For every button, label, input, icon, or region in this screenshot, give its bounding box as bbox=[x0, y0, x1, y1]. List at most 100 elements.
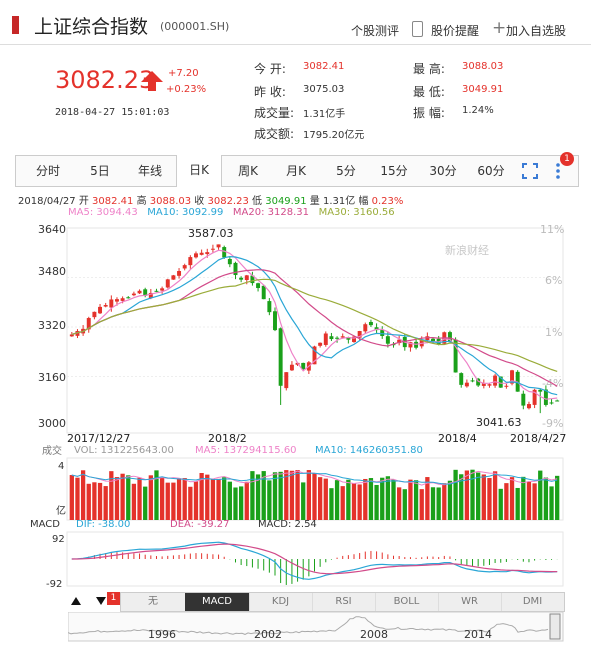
indicator-dmi[interactable]: DMI bbox=[522, 596, 543, 607]
volume-bar bbox=[515, 487, 520, 520]
open-value: 3082.41 bbox=[303, 61, 345, 72]
volume-bar bbox=[555, 475, 560, 520]
price-alert-link[interactable]: 股价提醒 bbox=[431, 24, 480, 38]
volume-bar bbox=[397, 487, 402, 520]
ma20-line bbox=[71, 269, 558, 387]
volume-bar bbox=[75, 477, 80, 520]
volume-bar bbox=[69, 475, 74, 520]
candle-body bbox=[510, 370, 515, 384]
volume-bar bbox=[509, 477, 515, 520]
volume-bar bbox=[323, 478, 328, 520]
candle-body bbox=[86, 318, 91, 330]
vol-legend: VOL: 131225643.00 bbox=[74, 445, 174, 456]
volume-bar bbox=[188, 486, 193, 520]
info-open: 3082.41 bbox=[92, 196, 134, 207]
vol-axis-top: 4 bbox=[58, 461, 64, 472]
ma5-legend: MA5: 3094.43 bbox=[68, 207, 138, 218]
period-tabs: 分时 5日 年线 日K 周K 月K 5分 15分 30分 60分 bbox=[15, 155, 579, 187]
candle-body bbox=[284, 372, 289, 389]
candle-body bbox=[352, 336, 356, 343]
candle-body bbox=[447, 332, 452, 343]
tab-weekly-k[interactable]: 周K bbox=[238, 164, 258, 178]
indicator-kdj[interactable]: KDJ bbox=[249, 593, 313, 611]
volume-bar bbox=[86, 483, 91, 520]
candle-body bbox=[408, 342, 413, 348]
turnover-label: 成交额: bbox=[254, 127, 295, 141]
info-high: 3088.03 bbox=[149, 196, 192, 207]
ma-legend: MA5: 3094.43 MA10: 3092.99 MA20: 3128.31… bbox=[68, 207, 395, 218]
ma-lines bbox=[71, 249, 558, 400]
volume-bar bbox=[261, 471, 266, 520]
fullscreen-icon[interactable] bbox=[522, 163, 538, 179]
plus-icon: + bbox=[492, 18, 507, 38]
indicator-none[interactable]: 无 bbox=[121, 593, 186, 611]
volume-ma10-line bbox=[71, 472, 558, 485]
volume-bar bbox=[289, 470, 295, 520]
volume-bar bbox=[143, 486, 148, 520]
tab-15min[interactable]: 15分 bbox=[380, 164, 408, 178]
kline-chart[interactable]: 新浪财经 3640 3480 3320 3160 3000 11% 6% 1% … bbox=[0, 220, 591, 592]
candle-body bbox=[521, 393, 526, 406]
tab-intraday[interactable]: 分时 bbox=[35, 164, 60, 178]
price-tick-0: 3640 bbox=[38, 223, 66, 236]
macd-axis-top: 92 bbox=[52, 534, 65, 545]
tab-60min[interactable]: 60分 bbox=[477, 164, 505, 178]
candle-body bbox=[335, 337, 340, 339]
volume-bar bbox=[334, 480, 340, 520]
volume-bar bbox=[538, 470, 543, 520]
volume-bar bbox=[464, 470, 470, 520]
info-low: 3049.91 bbox=[265, 196, 307, 207]
volume-bar bbox=[419, 489, 424, 520]
candle-body bbox=[380, 330, 385, 336]
volume-bar bbox=[385, 476, 391, 520]
candle-body bbox=[205, 252, 210, 255]
year-1996: 1996 bbox=[148, 628, 176, 641]
tab-5min[interactable]: 5分 bbox=[336, 164, 356, 178]
volume-bar bbox=[222, 477, 227, 520]
candle-body bbox=[199, 252, 204, 255]
macd-value: MACD: 2.54 bbox=[258, 519, 317, 530]
volume-bar bbox=[447, 480, 453, 520]
tab-30min[interactable]: 30分 bbox=[429, 164, 457, 178]
candle-body bbox=[464, 382, 469, 387]
volume-bar bbox=[272, 472, 278, 520]
volume-bar bbox=[306, 470, 312, 520]
candle-body bbox=[210, 248, 215, 250]
tab-daily-k[interactable]: 日K bbox=[176, 155, 222, 187]
add-watchlist-link[interactable]: 加入自选股 bbox=[506, 24, 567, 38]
date-tick-1: 2018/2 bbox=[208, 432, 247, 445]
volume-title: 成交 bbox=[42, 444, 62, 457]
volume-bar bbox=[526, 481, 532, 520]
stock-name: 上证综合指数 bbox=[34, 16, 149, 38]
candle-body bbox=[357, 331, 362, 338]
volume-bar bbox=[470, 469, 475, 520]
stock-rating-link[interactable]: 个股测评 bbox=[351, 24, 400, 38]
volume-bar bbox=[425, 477, 430, 520]
volume-bar bbox=[165, 482, 170, 520]
scroll-up-icon[interactable] bbox=[70, 595, 82, 607]
candle-body bbox=[526, 404, 531, 409]
candle-body bbox=[227, 258, 232, 265]
scroll-down-icon[interactable] bbox=[95, 595, 107, 607]
candle-body bbox=[549, 402, 554, 404]
price-panel bbox=[66, 227, 564, 434]
volume-bar bbox=[492, 471, 498, 520]
indicator-boll[interactable]: BOLL bbox=[375, 593, 439, 611]
tab-yearline[interactable]: 年线 bbox=[137, 164, 162, 178]
tab-5day[interactable]: 5日 bbox=[90, 164, 110, 178]
indicator-wr[interactable]: WR bbox=[438, 593, 502, 611]
more-icon[interactable] bbox=[554, 163, 562, 179]
indicator-macd[interactable]: MACD bbox=[185, 593, 250, 611]
ma20-legend: MA20: 3128.31 bbox=[232, 207, 310, 218]
navigator-handle[interactable] bbox=[549, 613, 561, 640]
candle-body bbox=[109, 299, 114, 308]
volume-bar bbox=[351, 483, 357, 520]
pct-tick-2: 1% bbox=[545, 326, 562, 339]
volume-bar bbox=[227, 481, 232, 520]
timeline-navigator[interactable]: 1996 2002 2008 2014 bbox=[68, 612, 564, 642]
volume-bar bbox=[199, 473, 204, 520]
tab-monthly-k[interactable]: 月K bbox=[286, 164, 306, 178]
volume-bar bbox=[481, 474, 486, 520]
indicator-rsi[interactable]: RSI bbox=[312, 593, 376, 611]
candle-body bbox=[250, 275, 255, 284]
